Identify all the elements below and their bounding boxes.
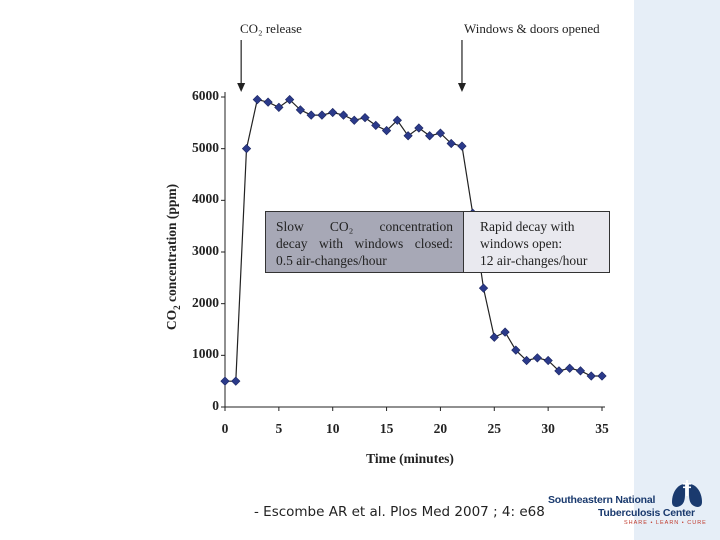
x-tick-label-0: 0 [221, 421, 229, 436]
data-point-4 [263, 97, 273, 107]
data-point-11 [338, 110, 349, 120]
data-point-14 [371, 120, 381, 131]
data-point-12 [349, 115, 359, 125]
data-point-29 [532, 353, 542, 363]
x-tick-label-15: 15 [379, 421, 394, 436]
y-tick-label-0: 0 [212, 398, 219, 413]
data-point-33 [575, 366, 586, 376]
y-axis-label: CO2 concentration (ppm) [164, 183, 182, 331]
annotation-arrow-1-head [457, 83, 466, 92]
data-point-19 [425, 131, 435, 141]
data-point-20 [435, 128, 446, 138]
logo-line-1: Southeastern National [548, 494, 656, 506]
data-point-15 [381, 125, 392, 136]
data-point-6 [285, 94, 295, 105]
x-tick-label-30: 30 [541, 421, 555, 436]
data-point-0 [220, 376, 230, 386]
slow-decay-line-1: Slow CO₂ concentration [276, 219, 453, 234]
x-tick-label-25: 25 [487, 421, 502, 436]
rapid-decay-line-3: 12 air-changes/hour [480, 253, 588, 268]
x-axis-label: Time (minutes) [366, 451, 454, 466]
y-tick-label-1000: 1000 [192, 346, 219, 362]
y-tick-label-4000: 4000 [192, 191, 219, 207]
data-point-22 [457, 141, 467, 151]
data-point-9 [317, 110, 327, 120]
data-point-1 [231, 376, 241, 386]
x-tick-label-35: 35 [595, 421, 609, 436]
y-tick-label-5000: 5000 [192, 139, 219, 155]
annotation-arrows [237, 40, 466, 92]
chart-series [220, 94, 607, 386]
data-point-16 [392, 115, 402, 125]
x-tick-label-5: 5 [275, 421, 283, 436]
data-point-35 [597, 371, 607, 381]
data-point-28 [521, 355, 532, 366]
rapid-decay-box: Rapid decay with windows open: 12 air-ch… [463, 211, 610, 273]
data-point-2 [241, 144, 252, 154]
data-point-8 [306, 110, 316, 120]
y-tick-label-3000: 3000 [192, 243, 219, 258]
data-point-17 [403, 131, 413, 141]
data-point-27 [511, 345, 521, 355]
data-point-31 [554, 366, 564, 376]
chart-axes [221, 92, 605, 411]
annotation-windows-opened: Windows & doors opened [464, 21, 600, 36]
data-point-18 [414, 123, 424, 133]
data-point-7 [295, 105, 306, 115]
data-point-26 [500, 327, 510, 337]
rapid-decay-line-1: Rapid decay with [480, 219, 575, 234]
data-point-24 [478, 283, 489, 293]
data-point-25 [489, 332, 499, 342]
slow-decay-line-3: 0.5 air-changes/hour [276, 253, 387, 268]
lungs-logo-icon [672, 480, 702, 507]
logo-tagline: SHARE • LEARN • CURE [624, 520, 707, 526]
annotation-co2-release: CO₂ release [240, 21, 302, 36]
data-point-21 [446, 138, 456, 149]
sntc-logo: Southeastern National Tuberculosis Cente… [548, 480, 718, 536]
y-tick-label-6000: 6000 [192, 88, 219, 103]
data-point-30 [543, 355, 553, 366]
data-point-13 [360, 113, 370, 123]
slide-background-band [634, 0, 720, 540]
data-point-5 [274, 102, 284, 112]
slow-decay-box: Slow CO₂ concentration decay with window… [265, 211, 463, 273]
slow-decay-line-2: decay with windows closed: [276, 236, 453, 251]
logo-line-2: Tuberculosis Center [598, 507, 695, 519]
y-tick-label-2000: 2000 [192, 294, 219, 310]
data-point-34 [586, 371, 596, 381]
x-tick-label-10: 10 [325, 421, 340, 436]
data-point-3 [252, 94, 262, 105]
data-point-10 [328, 107, 338, 118]
x-tick-label-20: 20 [433, 421, 448, 436]
data-point-32 [565, 363, 575, 373]
rapid-decay-line-2: windows open: [480, 236, 563, 251]
annotation-arrow-0-head [237, 83, 246, 92]
citation: - Escombe AR et al. Plos Med 2007 ; 4: e… [254, 504, 545, 520]
